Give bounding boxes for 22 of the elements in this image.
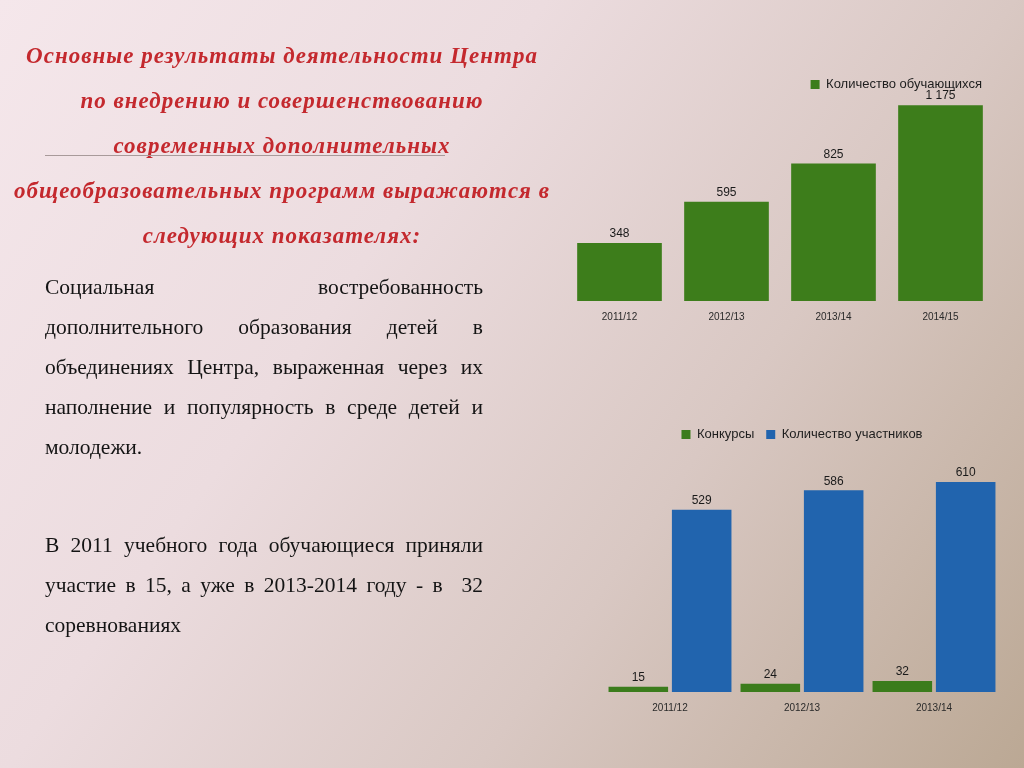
data-label: 595	[716, 185, 737, 200]
data-label: 348	[609, 226, 630, 241]
legend-label: Количество обучающихся	[826, 76, 982, 92]
x-tick-label: 2013/14	[915, 701, 953, 713]
data-label: 610	[955, 465, 977, 480]
x-tick-label: 2014/15	[922, 310, 960, 322]
legend-label: Конкурсы	[696, 426, 755, 442]
x-tick-label: 2013/14	[815, 310, 853, 322]
x-tick-label: 2012/13	[783, 701, 821, 713]
data-label: 529	[691, 493, 713, 508]
x-tick-label: 2012/13	[708, 310, 746, 322]
data-label: 24	[763, 667, 778, 682]
x-tick-label: 2011/12	[601, 310, 638, 322]
text: В 2011 учебного года обучающиеся приняли участие в 15, а уже в 2013-2014 году - в 32 соревнованиях	[45, 532, 483, 639]
legend-label: Количество участников	[781, 426, 923, 442]
data-label: 825	[823, 146, 844, 161]
text: Социальная востребованность дополнительного образования детей в объединениях Центра, выраженная через их наполнение и популярность в среде детей и молодежи.	[45, 274, 483, 461]
data-label: 586	[823, 473, 845, 488]
x-tick-label: 2011/12	[652, 701, 689, 713]
text: Основные результаты деятельности Центра по внедрению и совершенствованию современных дополнительных общеобразовательных программ выражаются в следующих показателях:	[13, 42, 551, 250]
data-label: 15	[631, 670, 646, 685]
data-label: 32	[895, 664, 910, 679]
